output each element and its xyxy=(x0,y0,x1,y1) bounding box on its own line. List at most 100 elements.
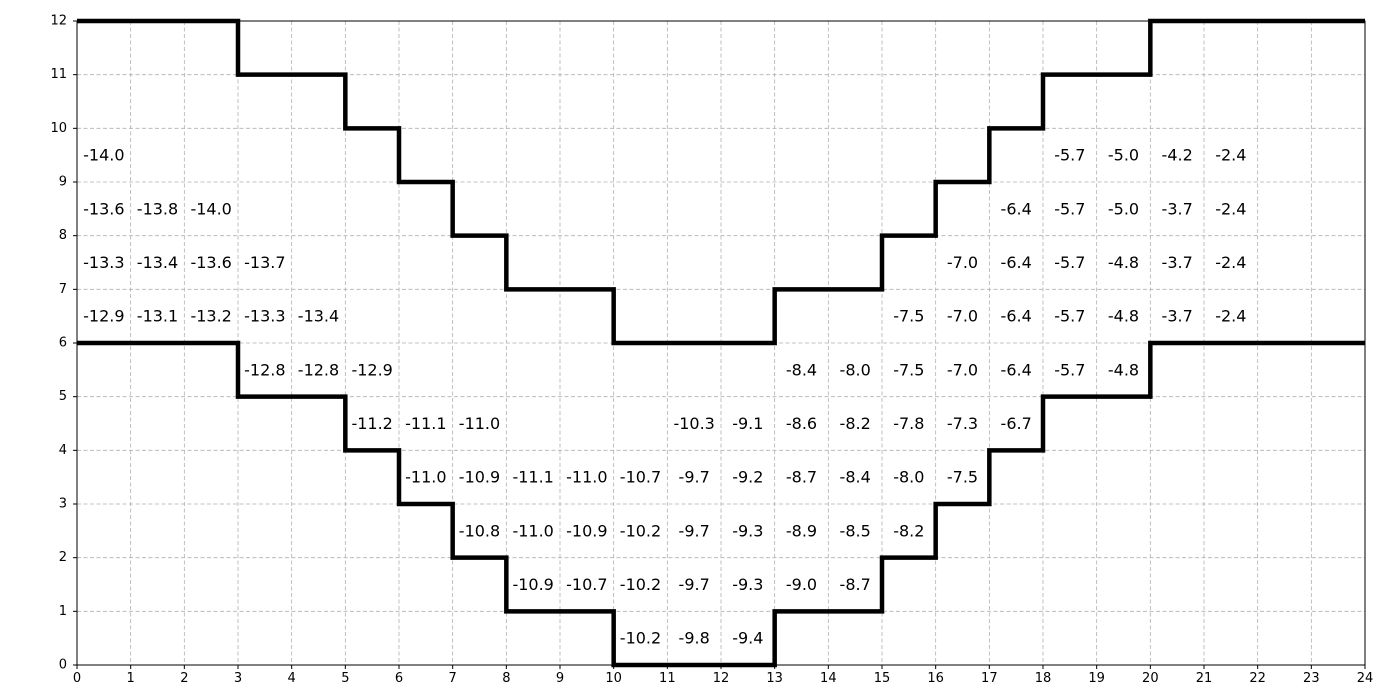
y-tick-label: 8 xyxy=(59,228,67,243)
cell-value-label: -13.4 xyxy=(298,307,339,326)
x-tick-label: 24 xyxy=(1357,671,1374,686)
cell-value-label: -10.7 xyxy=(620,468,661,487)
cell-value-label: -9.7 xyxy=(679,521,710,540)
cell-value-label: -9.4 xyxy=(732,629,763,648)
cell-value-label: -10.2 xyxy=(620,575,661,594)
y-tick-label: 6 xyxy=(59,336,67,351)
y-tick-label: 2 xyxy=(59,550,67,565)
cell-value-label: -11.0 xyxy=(566,468,607,487)
cell-value-label: -10.2 xyxy=(620,629,661,648)
cell-value-label: -8.2 xyxy=(840,414,871,433)
cell-value-label: -12.9 xyxy=(351,360,392,379)
cell-value-label: -10.2 xyxy=(620,521,661,540)
x-tick-label: 7 xyxy=(449,671,457,686)
cell-value-label: -7.0 xyxy=(947,307,978,326)
cell-value-label: -8.6 xyxy=(786,414,817,433)
cell-value-label: -5.0 xyxy=(1108,199,1139,218)
cell-value-label: -7.3 xyxy=(947,414,978,433)
cell-value-label: -9.8 xyxy=(679,629,710,648)
cell-value-label: -7.0 xyxy=(947,253,978,272)
cell-value-label: -10.3 xyxy=(673,414,714,433)
cell-value-label: -3.7 xyxy=(1162,253,1193,272)
cell-value-label: -9.7 xyxy=(679,468,710,487)
y-tick-label: 0 xyxy=(59,658,67,673)
cell-label-layer: -14.0 -5.7 -5.0 -4.2 -2.4 -13.6 -13.8 -14.0 -6.4… xyxy=(83,146,1246,648)
x-tick-label: 2 xyxy=(180,671,188,686)
x-tick-label: 4 xyxy=(288,671,296,686)
cell-value-label: -12.9 xyxy=(83,307,124,326)
x-tick-label: 8 xyxy=(502,671,510,686)
cell-value-label: -12.8 xyxy=(298,360,339,379)
x-tick-label: 1 xyxy=(127,671,135,686)
cell-value-label: -14.0 xyxy=(83,146,124,165)
cell-value-label: -11.0 xyxy=(459,414,500,433)
cell-value-label: -11.0 xyxy=(405,468,446,487)
cell-value-label: -9.1 xyxy=(732,414,763,433)
cell-value-label: -11.0 xyxy=(512,521,553,540)
cell-value-label: -9.2 xyxy=(732,468,763,487)
x-tick-label: 22 xyxy=(1249,671,1266,686)
upper-boundary-line xyxy=(77,18,1365,346)
cell-value-label: -13.7 xyxy=(244,253,285,272)
y-tick-label: 12 xyxy=(50,14,67,29)
cell-value-label: -8.7 xyxy=(786,468,817,487)
cell-value-label: -8.7 xyxy=(840,575,871,594)
cell-value-label: -13.1 xyxy=(137,307,178,326)
cell-value-label: -8.0 xyxy=(840,360,871,379)
cell-value-label: -9.0 xyxy=(786,575,817,594)
cell-value-label: -11.2 xyxy=(351,414,392,433)
y-tick-label: 4 xyxy=(59,443,67,458)
cell-value-label: -8.2 xyxy=(893,521,924,540)
y-tick-label: 7 xyxy=(59,282,67,297)
cell-value-label: -9.7 xyxy=(679,575,710,594)
x-tick-label: 18 xyxy=(1035,671,1052,686)
x-tick-label: 3 xyxy=(234,671,242,686)
y-tick-label: 1 xyxy=(59,604,67,619)
cell-value-label: -13.6 xyxy=(190,253,231,272)
cell-value-label: -13.3 xyxy=(244,307,285,326)
cell-value-label: -10.8 xyxy=(459,521,500,540)
x-tick-label: 15 xyxy=(874,671,891,686)
axis-layer: 0 1 2 3 4 5 6 7 8 9 10 11 12 13 14 15 16 17 18 19 20 21 22 23 24… xyxy=(50,14,1373,687)
x-tick-label: 20 xyxy=(1142,671,1159,686)
y-tick-label: 10 xyxy=(50,121,67,136)
y-tick-label: 9 xyxy=(59,175,67,190)
cell-value-label: -10.7 xyxy=(566,575,607,594)
cell-value-label: -7.5 xyxy=(893,307,924,326)
cell-value-label: -8.4 xyxy=(786,360,817,379)
x-tick-label: 14 xyxy=(820,671,837,686)
cell-value-label: -8.4 xyxy=(840,468,871,487)
cell-value-label: -4.2 xyxy=(1162,146,1193,165)
x-tick-label: 17 xyxy=(981,671,998,686)
x-tick-label: 13 xyxy=(766,671,783,686)
cell-value-label: -3.7 xyxy=(1162,199,1193,218)
cell-value-label: -14.0 xyxy=(190,199,231,218)
cell-value-label: -5.7 xyxy=(1054,307,1085,326)
y-tick-label: 3 xyxy=(59,497,67,512)
cell-value-label: -8.9 xyxy=(786,521,817,540)
cell-value-label: -2.4 xyxy=(1215,253,1246,272)
cell-value-label: -11.1 xyxy=(405,414,446,433)
cell-value-label: -8.5 xyxy=(840,521,871,540)
cell-value-label: -4.8 xyxy=(1108,253,1139,272)
cell-value-label: -10.9 xyxy=(566,521,607,540)
cell-value-label: -7.0 xyxy=(947,360,978,379)
cell-value-label: -2.4 xyxy=(1215,307,1246,326)
x-tick-label: 16 xyxy=(927,671,944,686)
cell-value-label: -5.0 xyxy=(1108,146,1139,165)
cell-value-label: -2.4 xyxy=(1215,199,1246,218)
x-tick-label: 12 xyxy=(713,671,730,686)
cell-value-label: -6.4 xyxy=(1001,199,1032,218)
cell-value-label: -13.6 xyxy=(83,199,124,218)
cell-value-label: -5.7 xyxy=(1054,199,1085,218)
y-tick-label: 5 xyxy=(59,389,67,404)
cell-value-label: -6.4 xyxy=(1001,360,1032,379)
cell-value-label: -9.3 xyxy=(732,575,763,594)
x-tick-label: 6 xyxy=(395,671,403,686)
x-tick-label: 5 xyxy=(341,671,349,686)
cell-value-label: -5.7 xyxy=(1054,253,1085,272)
cell-value-label: -12.8 xyxy=(244,360,285,379)
y-tick-label: 11 xyxy=(50,67,67,82)
x-tick-label: 19 xyxy=(1088,671,1105,686)
